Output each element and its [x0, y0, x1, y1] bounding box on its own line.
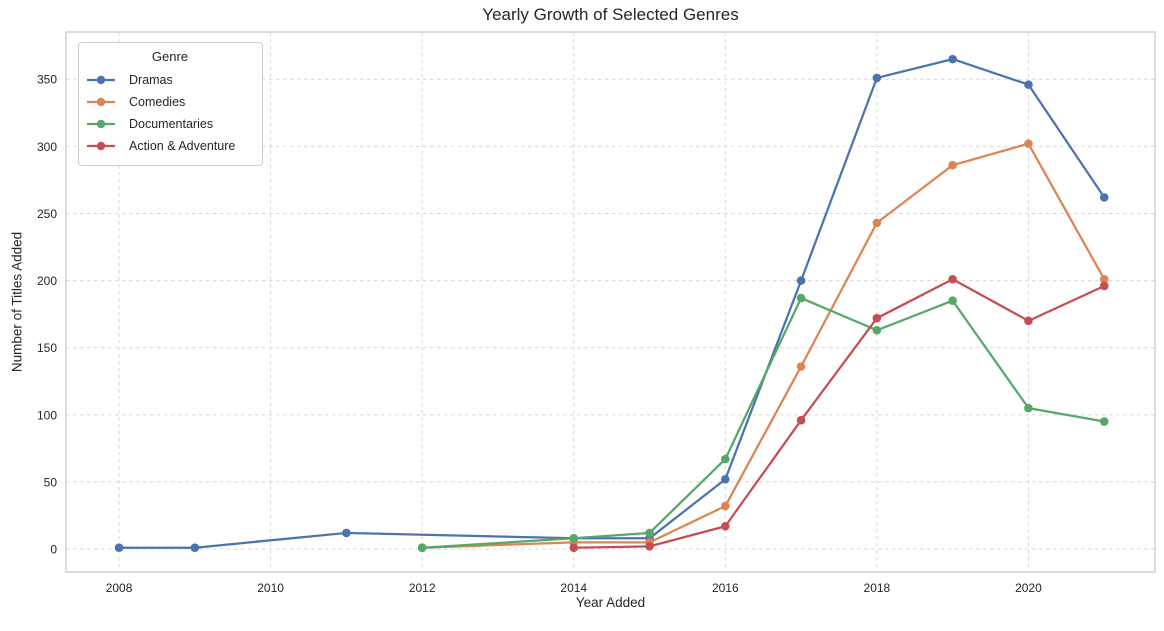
data-point-dramas	[721, 474, 730, 484]
chart-title: Yearly Growth of Selected Genres	[482, 5, 739, 24]
y-tick-label: 300	[37, 140, 57, 154]
y-tick-label: 150	[37, 341, 57, 355]
legend-marker-icon	[87, 97, 115, 107]
data-point-action-adventure	[796, 415, 806, 425]
y-tick-label: 250	[37, 207, 57, 221]
legend-items: Dramas Comedies Documentaries Action & Adve…	[86, 69, 254, 157]
data-point-documentaries	[1024, 403, 1033, 413]
series-line-documentaries	[421, 296, 1106, 549]
legend-label: Dramas	[129, 73, 173, 87]
data-point-comedies	[948, 160, 957, 170]
legend-title: Genre	[151, 49, 189, 64]
series-line-comedies	[421, 142, 1106, 549]
legend-item-action-adventure: Action & Adventure	[86, 135, 254, 157]
y-tick-label: 100	[37, 408, 57, 422]
x-tick-label: 2016	[712, 581, 739, 595]
legend-marker-icon	[87, 141, 115, 151]
data-point-action-adventure	[1024, 316, 1033, 326]
x-tick-label: 2008	[106, 581, 133, 595]
data-point-action-adventure	[645, 542, 654, 551]
data-point-dramas	[190, 543, 200, 553]
data-point-dramas	[796, 276, 806, 285]
y-tick-label: 200	[37, 274, 57, 288]
data-point-comedies	[1099, 274, 1109, 284]
x-axis-label: Year Added	[575, 595, 646, 610]
data-point-action-adventure	[948, 274, 957, 284]
series-line-action-adventure	[572, 278, 1106, 549]
data-point-documentaries	[1099, 417, 1109, 426]
x-tick-label: 2020	[1015, 581, 1042, 595]
data-point-documentaries	[872, 325, 882, 335]
data-point-dramas	[1024, 80, 1033, 89]
legend-item-documentaries: Documentaries	[86, 113, 254, 135]
data-point-dramas	[114, 543, 124, 553]
legend-label: Documentaries	[129, 117, 214, 131]
legend-label: Comedies	[129, 95, 186, 109]
data-point-action-adventure	[721, 521, 730, 531]
y-axis-label: Number of Titles Added	[9, 231, 25, 373]
data-point-documentaries	[796, 293, 806, 303]
legend-label: Action & Adventure	[129, 139, 236, 153]
x-tick-label: 2018	[864, 581, 891, 595]
data-point-comedies	[872, 218, 882, 228]
data-point-documentaries	[645, 528, 654, 538]
y-tick-label: 350	[37, 73, 57, 87]
legend-item-comedies: Comedies	[86, 91, 254, 113]
data-point-documentaries	[417, 543, 427, 553]
y-tick-label: 50	[44, 475, 58, 489]
x-tick-label: 2010	[257, 581, 284, 595]
y-tick-label: 0	[50, 543, 57, 557]
legend: Genre Dramas Comedies Documentaries Action …	[78, 42, 263, 166]
data-point-comedies	[796, 362, 806, 371]
data-point-documentaries	[569, 534, 579, 543]
data-point-action-adventure	[1099, 281, 1109, 291]
data-point-documentaries	[721, 454, 730, 464]
data-point-action-adventure	[569, 543, 579, 553]
legend-item-dramas: Dramas	[86, 69, 254, 91]
data-point-dramas	[1099, 193, 1109, 202]
data-point-dramas	[948, 54, 957, 64]
data-point-dramas	[872, 73, 882, 83]
plot-border	[65, 31, 1156, 573]
legend-marker-icon	[87, 75, 115, 85]
data-point-comedies	[721, 501, 730, 511]
data-point-comedies	[1024, 139, 1033, 148]
x-tick-label: 2014	[560, 581, 587, 595]
x-tick-label: 2012	[409, 581, 436, 595]
data-point-documentaries	[948, 296, 957, 306]
data-point-action-adventure	[872, 313, 882, 323]
legend-marker-icon	[87, 119, 115, 129]
series-line-dramas	[117, 57, 1106, 549]
data-point-dramas	[342, 528, 351, 538]
